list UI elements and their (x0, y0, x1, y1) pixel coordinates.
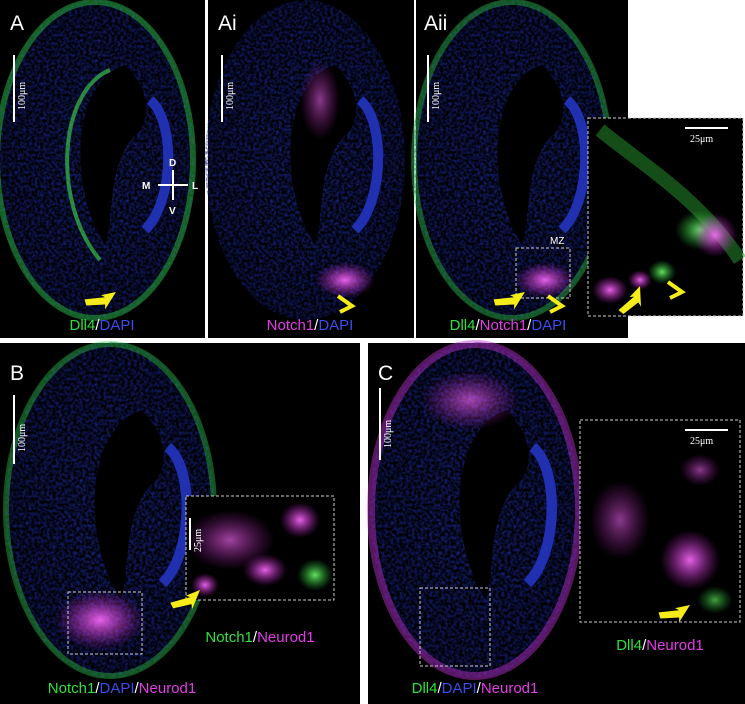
scale-bar-label: 100μm (17, 424, 28, 452)
caption-part: DAPI (100, 317, 135, 334)
panel-a: A 100μm D V M L Dll4/DAPI (0, 0, 205, 338)
caption-part: Notch1 (205, 629, 253, 646)
caption: Dll4/Notch1/DAPI (450, 317, 567, 334)
panel-label: C (378, 362, 393, 385)
caption-part: / (437, 680, 442, 697)
caption: Notch1/DAPI/Neurod1 (48, 680, 196, 697)
caption-part: Dll4 (69, 317, 95, 334)
caption-part: Dll4 (412, 680, 438, 697)
caption-part: / (475, 317, 480, 334)
panel-label: A (10, 12, 24, 35)
caption-part: / (253, 629, 258, 646)
inset: 25μm (579, 419, 741, 630)
caption-part: Neurod1 (139, 680, 197, 697)
caption-part: Dll4 (616, 637, 642, 654)
caption-part: / (477, 680, 482, 697)
scale-bar-label: 100μm (431, 82, 442, 110)
inset: 25μm (168, 495, 335, 619)
axis-label: L (192, 181, 198, 192)
scale-bar-label: 100μm (17, 82, 28, 110)
inset-scale-bar-label: 25μm (690, 134, 713, 145)
caption-part: / (527, 317, 532, 334)
caption: Dll4/DAPI/Neurod1 (412, 680, 539, 697)
caption-part: DAPI (531, 317, 566, 334)
panel-b: B 100μm 25μm Notch1/Neurod1 Notch1/DAPI/… (0, 342, 360, 704)
caption-part: Neurod1 (646, 637, 704, 654)
axis-label: M (142, 181, 150, 192)
inset: 25μm (587, 117, 745, 319)
caption-part: DAPI (318, 317, 353, 334)
caption-part: / (95, 317, 100, 334)
caption-part: DAPI (442, 680, 477, 697)
panel-ai: Ai 100μm Notch1/DAPI (205, 0, 414, 338)
caption-part: / (135, 680, 140, 697)
region-label: MZ (550, 236, 564, 247)
inset-caption: Dll4/Neurod1 (616, 637, 704, 654)
caption-part: / (95, 680, 100, 697)
axis-label: V (169, 206, 176, 217)
orientation-axes: D V M L (142, 158, 198, 217)
caption-part: / (314, 317, 319, 334)
panel-aii: MZ Aii 100μm Dll4/Notch1/DAPI 25μm (412, 0, 745, 338)
caption-part: Neurod1 (481, 680, 539, 697)
panel-label: Ai (218, 12, 237, 35)
caption-part: DAPI (99, 680, 134, 697)
caption-part: Notch1 (267, 317, 315, 334)
panel-label: Aii (424, 12, 447, 35)
axis-label: D (169, 158, 176, 169)
caption-part: / (642, 637, 647, 654)
panel-label: B (10, 362, 24, 385)
scale-bar-label: 100μm (225, 82, 236, 110)
caption-part: Dll4 (450, 317, 476, 334)
inset-scale-bar-label: 25μm (193, 529, 204, 552)
caption-part: Notch1 (48, 680, 96, 697)
panel-c: C 100μm 25μm Dll4/Neurod1 Dll4/DAPI/Neur… (368, 342, 745, 704)
scale-bar-label: 100μm (383, 420, 394, 448)
caption: Notch1/DAPI (267, 317, 354, 334)
inset-caption: Notch1/Neurod1 (205, 629, 314, 646)
caption: Dll4/DAPI (69, 317, 134, 334)
caption-part: Neurod1 (257, 629, 315, 646)
inset-scale-bar-label: 25μm (690, 436, 713, 447)
caption-part: Notch1 (480, 317, 528, 334)
